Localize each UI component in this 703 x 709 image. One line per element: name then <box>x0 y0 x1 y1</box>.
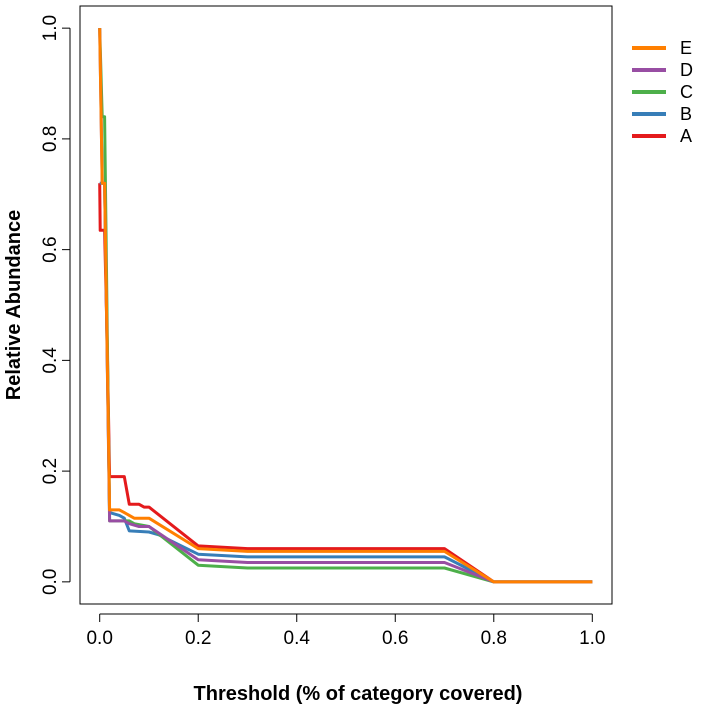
legend-label-a: A <box>680 126 692 146</box>
y-tick-label: 0.8 <box>40 126 61 152</box>
legend-label-c: C <box>680 82 693 102</box>
y-tick-label: 1.0 <box>40 15 61 41</box>
x-tick-label: 0.6 <box>382 628 408 649</box>
x-tick-label: 0.2 <box>185 628 211 649</box>
y-tick-label: 0.2 <box>40 458 61 484</box>
x-tick-label: 0.0 <box>86 628 112 649</box>
series-line-c <box>98 28 593 584</box>
series-layer <box>98 28 593 584</box>
y-tick-label: 0.6 <box>40 236 61 262</box>
legend-label-d: D <box>680 60 693 80</box>
x-axis: 0.0 0.2 0.4 0.6 0.8 1.0 <box>86 613 606 649</box>
series-line-d <box>98 28 593 584</box>
legend-label-b: B <box>680 104 692 124</box>
y-tick-label: 0.4 <box>40 347 61 374</box>
series-line-e <box>98 28 593 584</box>
x-tick-label: 0.8 <box>481 628 507 649</box>
series-line-b <box>99 181 593 584</box>
y-axis: 0.0 0.2 0.4 0.6 0.8 1.0 <box>40 15 71 595</box>
series-line-a <box>98 183 593 584</box>
x-axis-title: Threshold (% of category covered) <box>194 683 523 705</box>
legend-label-e: E <box>680 38 692 58</box>
y-tick-label: 0.0 <box>40 569 61 595</box>
x-tick-label: 0.4 <box>284 628 311 649</box>
y-axis-title: Relative Abundance <box>3 210 25 400</box>
plot-frame <box>79 5 613 605</box>
x-tick-label: 1.0 <box>579 628 605 649</box>
